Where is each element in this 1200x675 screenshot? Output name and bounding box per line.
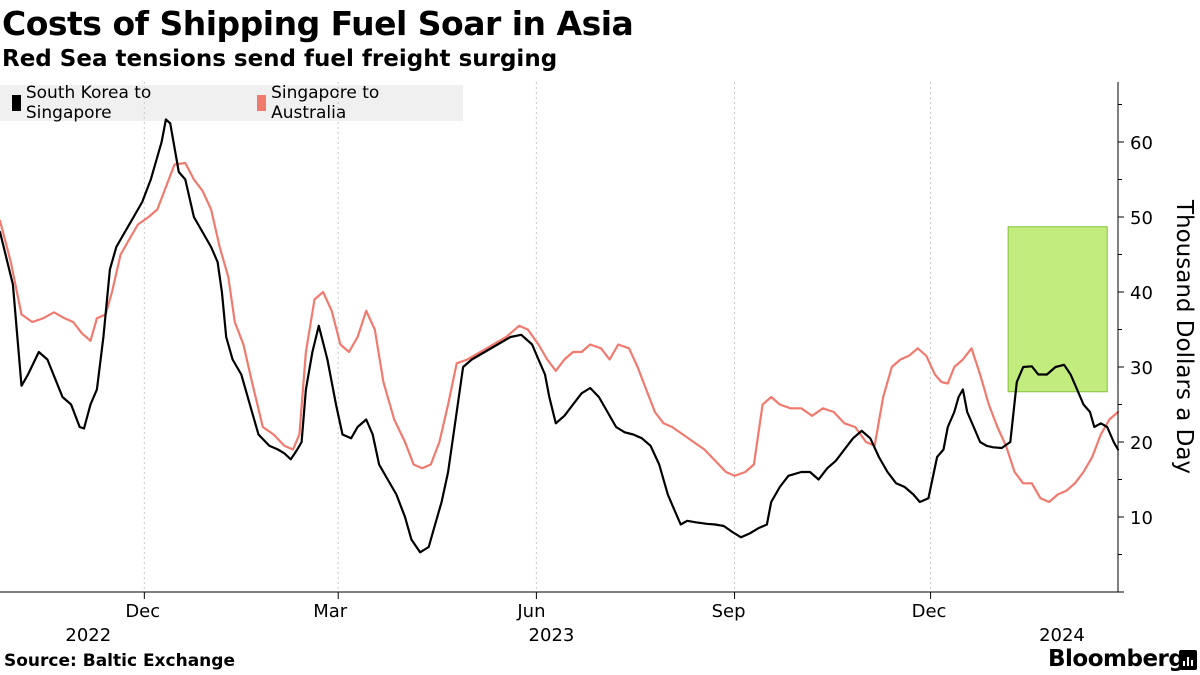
legend-item-south-korea-singapore: South Korea to Singapore [12,83,239,123]
bloomberg-chart-icon [1179,650,1197,670]
bloomberg-logo: Bloomberg [1048,646,1185,672]
x-tick-label-1: Mar [313,601,348,622]
grid-layer [143,82,932,592]
y-tick-label-1: 20 [1130,433,1153,454]
highlight-layer [1007,226,1108,393]
y-axis-label: Thousand Dollars a Day [1171,199,1197,474]
chart-legend: South Korea to Singapore Singapore to Au… [0,83,463,123]
legend-swatch-black [12,95,21,111]
x-tick-label-0: Dec [125,601,160,622]
y-tick-label-5: 60 [1130,133,1153,154]
source-note: Source: Baltic Exchange [4,651,235,671]
series-line-south-korea-singapore [0,118,1120,554]
y-tick-label-4: 50 [1130,208,1153,229]
legend-label: Singapore to Australia [271,83,380,123]
x-tick-label-3: Sep [712,601,746,622]
x-year-label-0: 2022 [65,625,111,646]
legend-swatch-red [257,95,267,111]
x-year-label-2: 2024 [1039,625,1085,646]
series-layer [0,118,1120,554]
highlight-box [1007,226,1108,393]
y-tick-label-2: 30 [1130,358,1153,379]
x-year-label-1: 2023 [529,625,575,646]
legend-label: South Korea to Singapore [25,83,152,123]
y-tick-label-0: 10 [1130,508,1153,529]
x-tick-label-4: Dec [912,601,947,622]
chart-title: Costs of Shipping Fuel Soar in Asia [2,4,634,43]
y-tick-label-3: 40 [1130,283,1153,304]
x-tick-label-2: Jun [516,601,545,622]
chart-subtitle: Red Sea tensions send fuel freight surgi… [2,46,558,72]
series-line-singapore-australia [0,161,1120,504]
axis-layer: Dec Mar Jun Sep Dec 2022 2023 2024 10 20 30 40 50 60 T… [0,82,1197,646]
legend-item-singapore-australia: Singapore to Australia [257,83,457,123]
